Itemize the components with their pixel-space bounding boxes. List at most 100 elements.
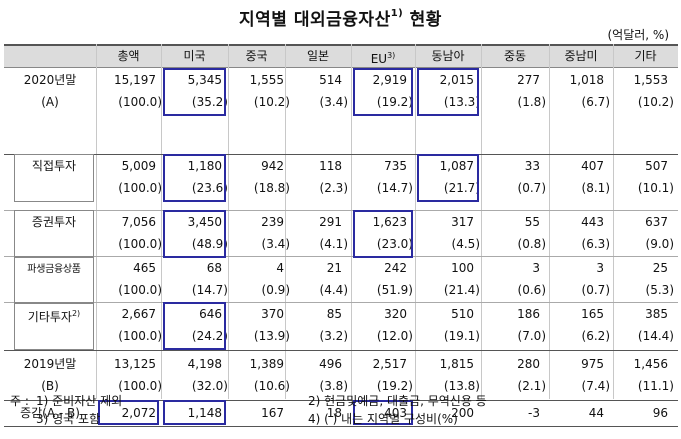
column-footnote: 3)	[387, 51, 396, 60]
percent-cell: (7.0)	[517, 329, 546, 343]
row-divider	[4, 256, 678, 257]
percent-cell: (4.4)	[319, 283, 348, 297]
percent-cell: (0.9)	[261, 283, 290, 297]
percent-cell: (6.7)	[581, 95, 610, 109]
value-cell: 5,009	[121, 159, 156, 173]
row-label-frame	[14, 210, 94, 258]
title-suffix: 현황	[409, 10, 442, 30]
highlight-box	[353, 400, 413, 425]
value-cell: 186	[517, 307, 540, 321]
note-1: 1) 준비자산 제외	[36, 394, 123, 408]
note-3: 3) 영국 포함	[36, 412, 101, 426]
value-cell: 496	[319, 357, 342, 371]
percent-cell: (23.6)	[191, 181, 228, 195]
percent-cell: (4.5)	[451, 237, 480, 251]
highlight-box	[163, 302, 226, 350]
value-cell: 21	[326, 261, 342, 275]
value-cell: 1,389	[249, 357, 284, 371]
value-cell: 1,623	[372, 215, 407, 229]
column-header: 일본	[285, 46, 351, 66]
highlight-box	[353, 210, 413, 258]
percent-cell: (18.8)	[253, 181, 290, 195]
value-cell: 5,345	[187, 73, 222, 87]
row-label-text: 2020년말	[23, 73, 77, 87]
value-cell: 18	[326, 406, 342, 420]
value-cell: 735	[384, 159, 407, 173]
value-cell: 2,919	[372, 73, 407, 87]
percent-cell: (100.0)	[118, 329, 162, 343]
row-sublabel: (A)	[41, 95, 59, 109]
title-footnote: 1)	[390, 8, 404, 20]
row-label-text: 증권투자	[31, 215, 77, 229]
value-cell: 3	[532, 261, 540, 275]
value-cell: 85	[326, 307, 342, 321]
percent-cell: (13.8)	[443, 379, 480, 393]
title-text: 지역별 대외금융자산	[239, 10, 391, 30]
percent-cell: (51.9)	[376, 283, 413, 297]
value-cell: 637	[645, 215, 668, 229]
value-cell: 1,555	[249, 73, 284, 87]
percent-cell: (3.2)	[319, 329, 348, 343]
value-cell: 277	[517, 73, 540, 87]
row-divider	[4, 350, 678, 351]
column-header-text: 중동	[503, 49, 527, 63]
value-cell: 68	[206, 261, 222, 275]
column-header: 중동	[481, 46, 549, 66]
note-4: 4) ( ) 내는 지역별 구성비(%)	[308, 412, 458, 426]
percent-cell: (3.8)	[319, 379, 348, 393]
column-header-text: 중국	[245, 49, 268, 63]
column-header-text: 총액	[117, 49, 140, 63]
value-cell: 370	[261, 307, 284, 321]
row-label: 증감(A - B)	[6, 403, 94, 423]
value-cell: 403	[384, 406, 407, 420]
value-cell: 167	[261, 406, 284, 420]
column-header-text: 일본	[306, 49, 330, 63]
value-cell: 1,148	[187, 406, 222, 420]
value-cell: 1,456	[633, 357, 668, 371]
percent-cell: (100.0)	[118, 379, 162, 393]
percent-cell: (7.4)	[581, 379, 610, 393]
row-label-text: 2019년말	[23, 357, 77, 371]
column-header-text: EU	[370, 52, 388, 66]
row-label-frame	[14, 154, 94, 202]
percent-cell: (32.0)	[191, 379, 228, 393]
value-cell: 514	[319, 73, 342, 87]
page-title: 지역별 대외금융자산1) 현황	[0, 5, 681, 30]
column-divider	[96, 44, 97, 399]
percent-cell: (100.0)	[118, 237, 162, 251]
row-divider	[4, 302, 678, 303]
value-cell: 4,198	[187, 357, 222, 371]
value-cell: 239	[261, 215, 284, 229]
row-divider	[4, 154, 678, 155]
row-label: 직접투자	[16, 156, 92, 176]
value-cell: 15,197	[114, 73, 156, 87]
unit-label: (억달러, %)	[607, 28, 669, 42]
value-cell: 1,087	[439, 159, 474, 173]
row-label: 2020년말	[6, 70, 94, 90]
column-divider	[613, 44, 614, 399]
percent-cell: (2.1)	[517, 379, 546, 393]
percent-cell: (100.0)	[118, 283, 162, 297]
column-divider	[415, 44, 416, 399]
value-cell: 2,072	[121, 406, 156, 420]
percent-cell: (6.2)	[581, 329, 610, 343]
column-header: 미국	[161, 46, 228, 66]
row-label-text: 증감(A - B)	[20, 406, 80, 420]
value-cell: 1,180	[187, 159, 222, 173]
column-header: 기타	[613, 46, 678, 66]
percent-cell: (13.9)	[253, 329, 290, 343]
row-label: 증권투자	[16, 212, 92, 232]
row-divider	[4, 400, 678, 401]
highlight-box	[163, 400, 226, 425]
value-cell: 242	[384, 261, 407, 275]
column-header-text: 중남미	[564, 49, 598, 63]
value-cell: 320	[384, 307, 407, 321]
value-cell: 25	[652, 261, 668, 275]
row-label: 파생금융상품	[16, 258, 92, 280]
percent-cell: (0.8)	[517, 237, 546, 251]
percent-cell: (12.0)	[376, 329, 413, 343]
value-cell: 200	[451, 406, 474, 420]
row-label-text: 직접투자	[31, 159, 77, 173]
highlight-box	[417, 154, 479, 202]
value-cell: 118	[319, 159, 342, 173]
